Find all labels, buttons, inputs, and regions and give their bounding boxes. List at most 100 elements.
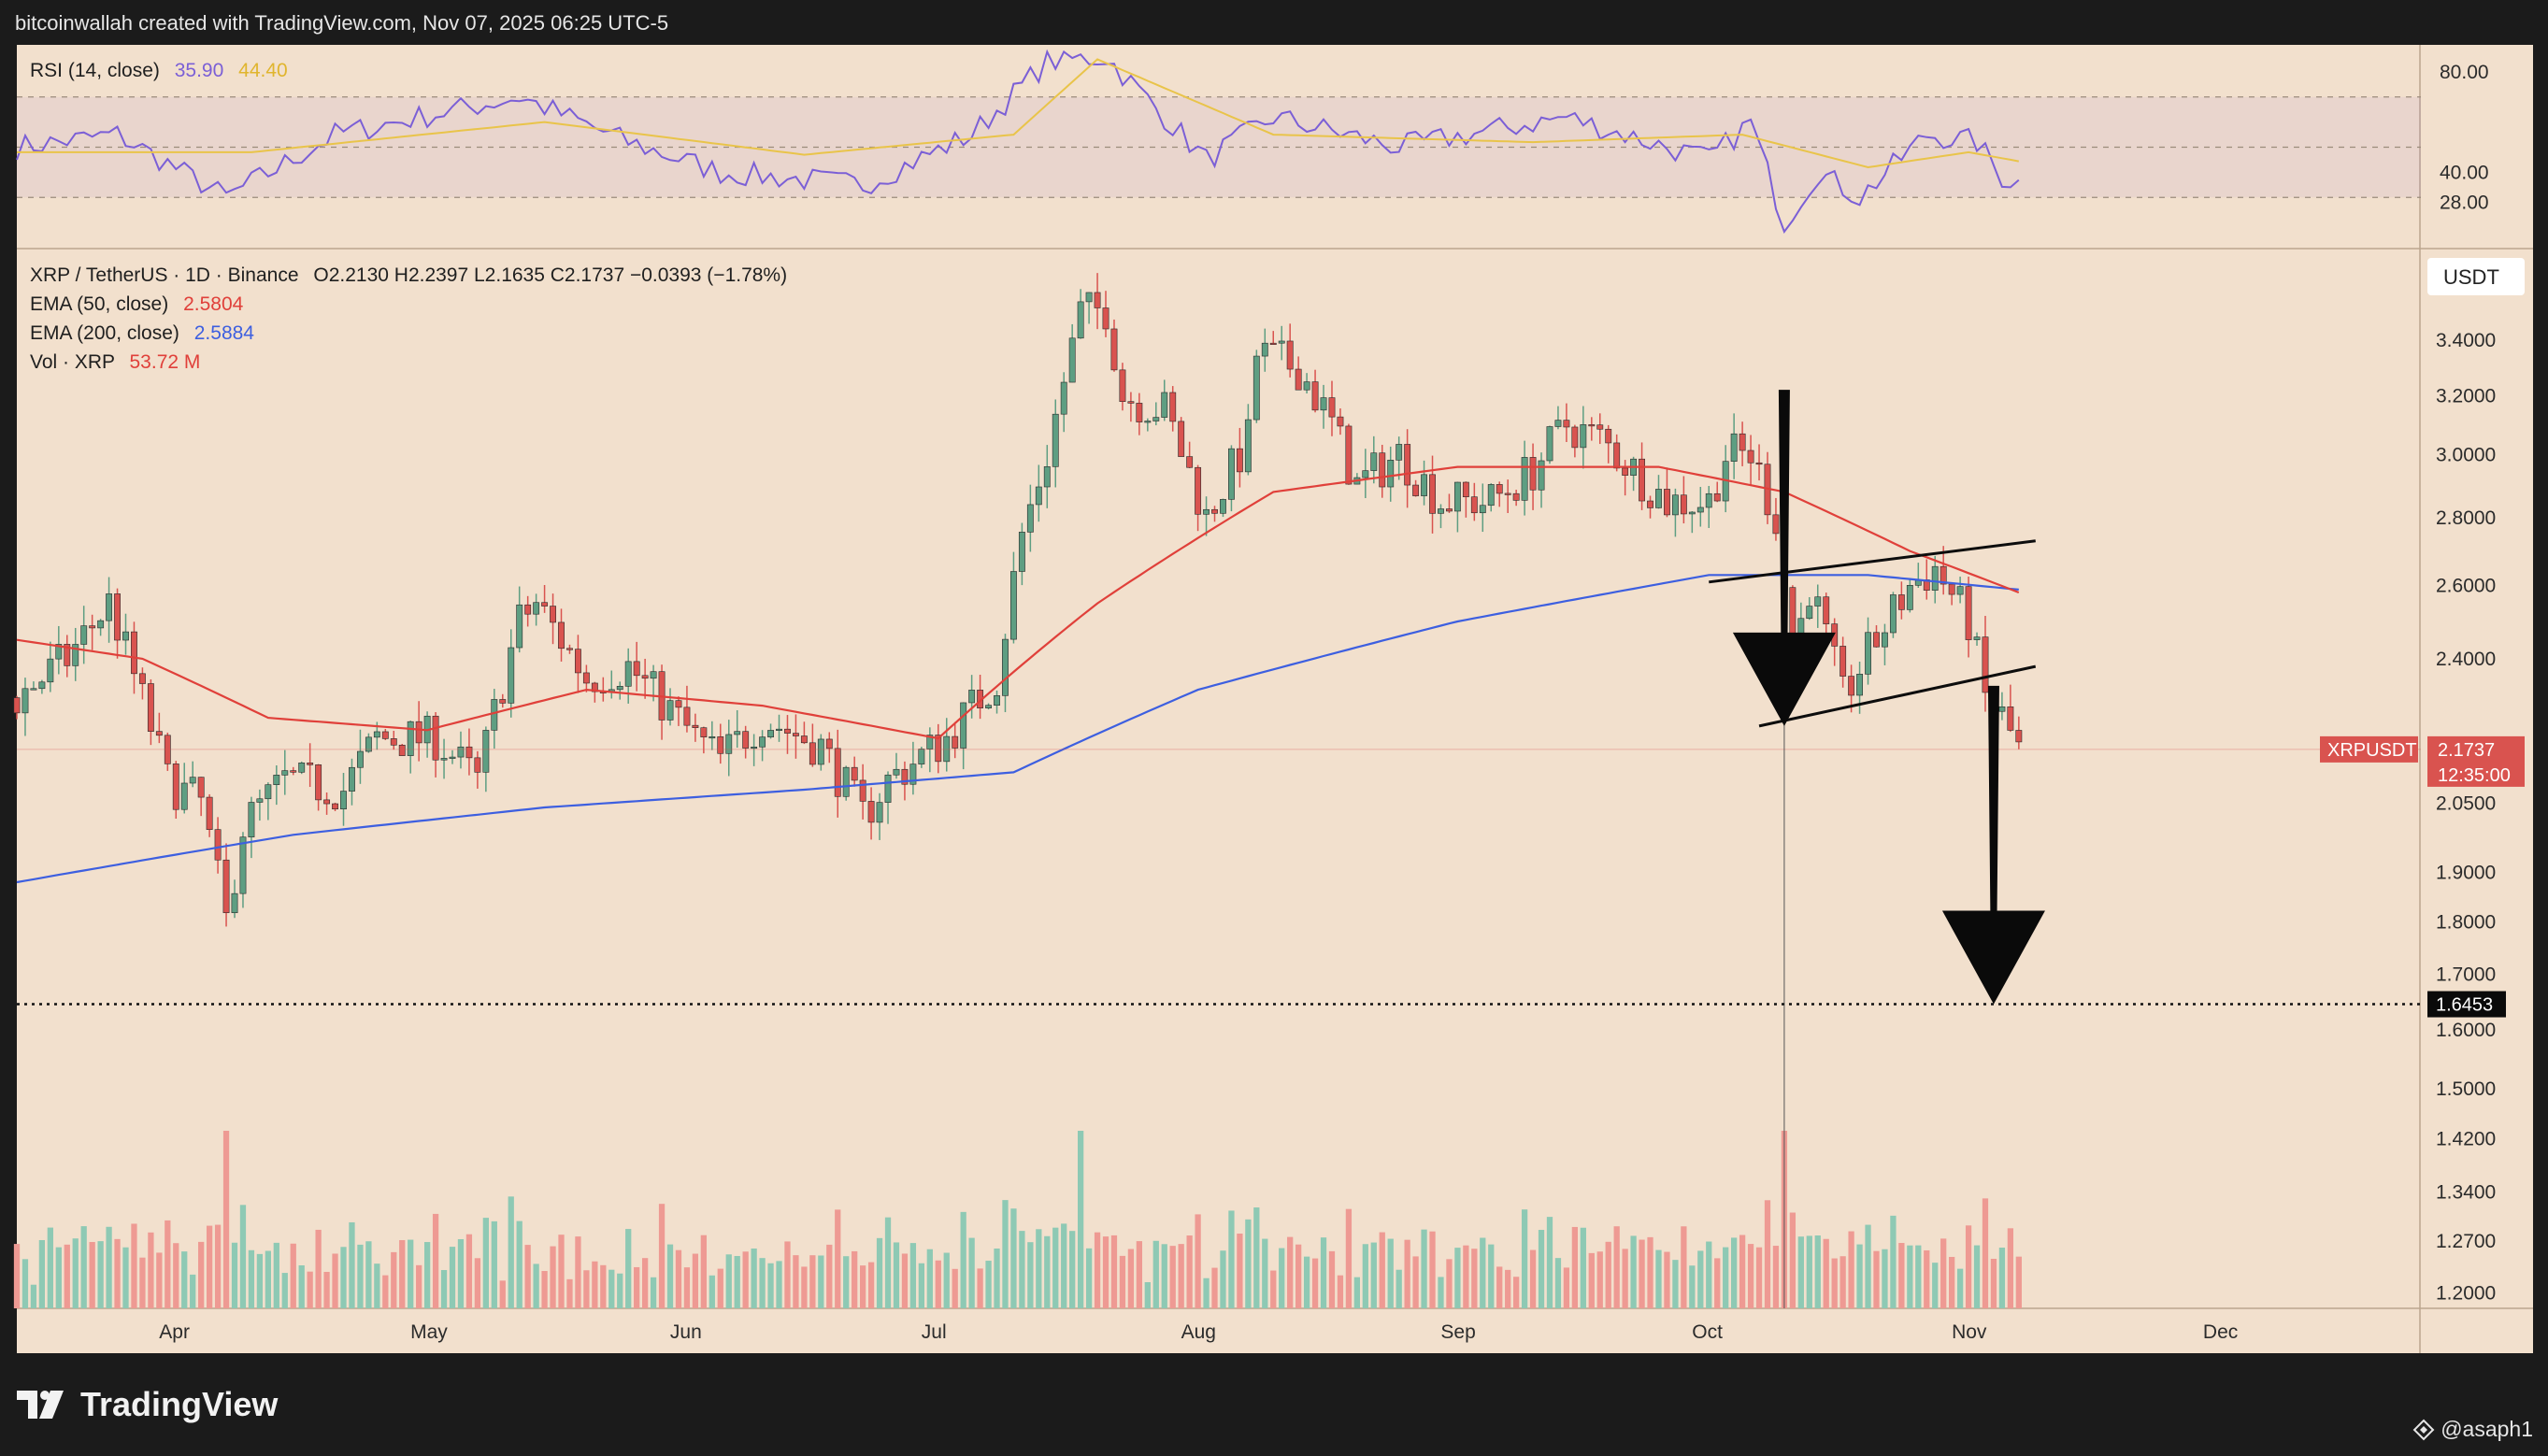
volume-bar	[1915, 1245, 1922, 1308]
volume-bar	[1513, 1277, 1520, 1308]
volume-bar	[1471, 1249, 1478, 1308]
volume-bar	[1287, 1236, 1294, 1308]
volume-bar	[1848, 1231, 1854, 1308]
volume-bar	[524, 1245, 531, 1308]
volume-bar	[725, 1254, 732, 1308]
candle-body	[499, 699, 507, 704]
volume-bar	[357, 1244, 364, 1308]
ema50-legend[interactable]: EMA (50, close) 2.5804	[30, 293, 243, 316]
candle-body	[960, 702, 967, 749]
volume-bar	[239, 1205, 247, 1308]
candle-body	[432, 715, 439, 761]
volume-bar	[465, 1234, 473, 1308]
volume-bar	[1270, 1270, 1277, 1308]
candle-body	[968, 690, 976, 704]
candle-body	[1906, 585, 1913, 610]
tradingview-logo[interactable]: TradingView	[17, 1385, 278, 1424]
candle-body	[1647, 500, 1653, 508]
candle-body	[943, 735, 951, 763]
candle-body	[1119, 369, 1126, 402]
volume-bar	[1772, 1246, 1780, 1308]
volume-bar	[21, 1259, 29, 1308]
volume-label: Vol · XRP	[30, 351, 115, 373]
candle-body	[834, 748, 841, 797]
ticker-tag: XRPUSDT	[2327, 740, 2417, 761]
candle-body	[290, 770, 297, 773]
candle-body	[1002, 638, 1009, 696]
candle-body	[1605, 428, 1612, 444]
volume-bar	[985, 1261, 992, 1308]
volume-bar	[977, 1268, 983, 1308]
volume-bar	[1178, 1244, 1184, 1308]
candle-body	[1228, 448, 1235, 500]
candle-body	[759, 736, 766, 748]
candle-body	[373, 731, 380, 738]
volume-bar	[1723, 1247, 1729, 1308]
price-axis-label: 1.2700	[2436, 1231, 2496, 1252]
candle-body	[1337, 416, 1344, 427]
candle-body	[1387, 460, 1395, 488]
candle-body	[1973, 636, 1981, 640]
volume-bar	[1102, 1236, 1109, 1308]
candle-body	[1865, 632, 1871, 675]
month-label-may: May	[410, 1321, 448, 1343]
candle-body	[1370, 452, 1378, 471]
candle-body	[1529, 457, 1537, 491]
candle-body	[550, 606, 556, 623]
candle-body	[323, 799, 331, 805]
volume-legend[interactable]: Vol · XRP 53.72 M	[30, 351, 200, 374]
candle-body	[1035, 486, 1042, 506]
candle-body	[1328, 397, 1336, 418]
volume-bar	[1362, 1244, 1368, 1308]
volume-bar	[423, 1242, 431, 1308]
candle-body	[742, 731, 750, 749]
candle-body	[1470, 496, 1478, 514]
volume-bar	[1069, 1231, 1076, 1308]
candle-body	[1085, 292, 1093, 303]
candle-body	[1596, 424, 1604, 430]
candle-body	[582, 672, 590, 684]
volume-bar	[13, 1244, 21, 1308]
candle-body	[1931, 565, 1939, 591]
candle-body	[38, 681, 46, 690]
candle-body	[859, 779, 866, 802]
month-label-nov: Nov	[1952, 1321, 1987, 1343]
candle-body	[1278, 340, 1285, 344]
candle-body	[1688, 511, 1696, 515]
candle-body	[1889, 594, 1897, 634]
candle-body	[1512, 492, 1520, 501]
symbol-name[interactable]: XRP / TetherUS · 1D · Binance	[30, 264, 299, 286]
price-tag: 2.1737	[2438, 740, 2495, 761]
volume-bar	[1152, 1240, 1159, 1308]
volume-bar	[30, 1284, 37, 1308]
diamond-icon	[2412, 1419, 2435, 1440]
volume-bar	[89, 1241, 95, 1308]
countdown-tag: 12:35:00	[2438, 765, 2511, 786]
volume-bar	[1429, 1231, 1436, 1308]
volume-bar	[1655, 1249, 1662, 1308]
candle-body	[1671, 494, 1679, 516]
candle-body	[106, 593, 113, 621]
price-axis-label: 3.0000	[2436, 444, 2496, 465]
volume-bar	[1379, 1232, 1385, 1308]
volume-bar	[72, 1238, 79, 1308]
volume-bar	[190, 1274, 196, 1308]
candle-body	[1269, 342, 1277, 345]
candle-body	[666, 700, 674, 721]
candle-body	[1940, 565, 1947, 585]
volume-bar	[222, 1131, 230, 1308]
price-axis-label: 2.4000	[2436, 649, 2496, 670]
candle-body	[307, 763, 314, 765]
volume-bar	[960, 1211, 966, 1308]
volume-bar	[374, 1263, 380, 1308]
volume-bar	[634, 1266, 640, 1308]
candle-body	[55, 644, 63, 660]
volume-bar	[1010, 1208, 1017, 1308]
candle-body	[1186, 456, 1194, 468]
ema200-legend[interactable]: EMA (200, close) 2.5884	[30, 322, 254, 345]
candle-body	[1077, 301, 1084, 339]
candle-body	[131, 631, 137, 675]
candle-body	[624, 661, 632, 687]
